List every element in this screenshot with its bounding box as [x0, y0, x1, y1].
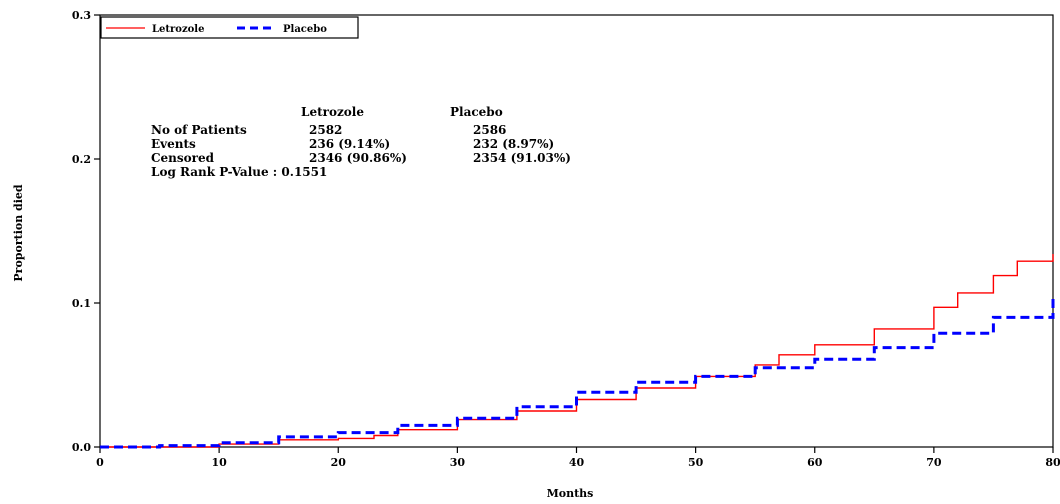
legend: Letrozole Placebo [100, 16, 359, 39]
series-line-letrozole [100, 254, 1054, 448]
annotation-row-value: 2586 [473, 123, 506, 137]
annotation-row-value: 2346 (90.86%) [309, 151, 407, 165]
annotation-row-value: 232 (8.97%) [473, 137, 554, 151]
annotation-row-value: 2354 (91.03%) [473, 151, 571, 165]
annotation-row-label: Events [151, 137, 196, 151]
x-tick-label: 30 [450, 456, 466, 469]
series-line-placebo [100, 297, 1055, 449]
x-tick-label: 0 [96, 456, 104, 469]
x-tick-label: 20 [331, 456, 347, 469]
y-tick-label: 0.3 [72, 9, 91, 22]
x-tick-label: 40 [569, 456, 585, 469]
x-axis-title: Months [547, 487, 594, 500]
y-tick-label: 0.2 [72, 153, 91, 166]
annotation-row-label: Censored [151, 151, 215, 165]
annotation-row-value: 236 (9.14%) [309, 137, 390, 151]
series-lines [100, 254, 1055, 449]
legend-box [100, 16, 359, 39]
y-tick-label: 0.0 [72, 441, 91, 454]
annotation-log-rank: Log Rank P-Value : 0.1551 [151, 165, 327, 179]
y-axis-ticks: 0.0 0.1 0.2 0.3 [72, 9, 100, 454]
x-tick-label: 10 [211, 456, 227, 469]
x-tick-label: 60 [807, 456, 823, 469]
stats-annotation: Letrozole Placebo No of Patients 2582 25… [151, 105, 571, 179]
x-tick-label: 80 [1045, 456, 1060, 469]
legend-label-letrozole: Letrozole [152, 24, 204, 35]
x-tick-label: 70 [926, 456, 942, 469]
legend-label-placebo: Placebo [283, 24, 327, 35]
annotation-row-label: No of Patients [151, 123, 247, 137]
y-tick-label: 0.1 [72, 297, 91, 310]
plot-area-frame [99, 14, 1054, 448]
annotation-row-value: 2582 [309, 123, 342, 137]
x-tick-label: 50 [688, 456, 704, 469]
y-axis-title: Proportion died [12, 184, 25, 282]
annotation-header-placebo: Placebo [450, 105, 503, 119]
x-axis-ticks: 0 10 20 30 40 50 60 70 80 [96, 447, 1060, 469]
annotation-header-letrozole: Letrozole [301, 105, 364, 119]
